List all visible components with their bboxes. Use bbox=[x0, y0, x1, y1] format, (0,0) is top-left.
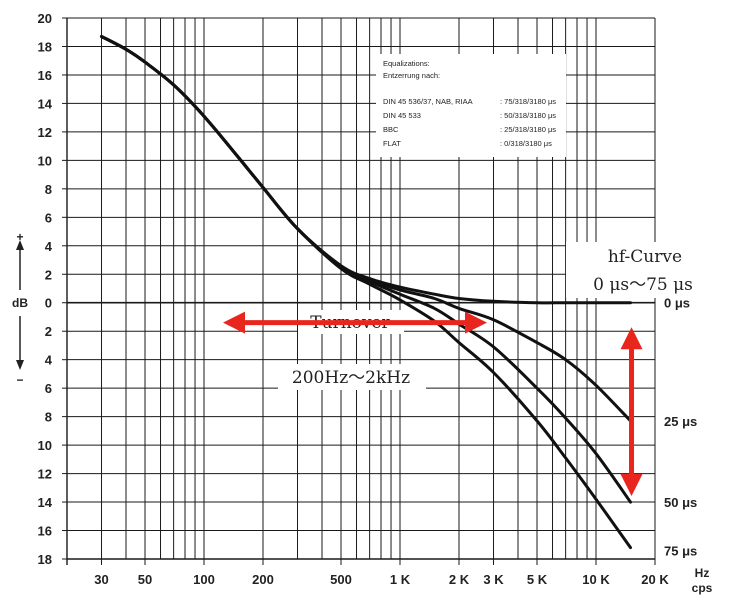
x-tick-label: 1 K bbox=[390, 572, 411, 587]
y-tick-label: 6 bbox=[45, 210, 52, 225]
y-tick-label: 20 bbox=[38, 11, 52, 26]
y-up-arrow-head bbox=[16, 240, 24, 250]
y-tick-label: 16 bbox=[38, 524, 52, 539]
x-axis-label-hz: Hz bbox=[695, 566, 710, 580]
legend-title-en: Equalizations: bbox=[383, 59, 430, 68]
hf-annotation-range: 0 μs～75 μs bbox=[593, 275, 693, 295]
y-tick-label: 8 bbox=[45, 182, 52, 197]
x-axis-title-group: Hz cps bbox=[692, 566, 713, 595]
legend-row-name: DIN 45 533 bbox=[383, 111, 421, 120]
legend-row-name: FLAT bbox=[383, 139, 401, 148]
legend-title-de: Entzerrung nach: bbox=[383, 71, 440, 80]
y-tick-label: 10 bbox=[38, 438, 52, 453]
hf-arrow-bottom-head bbox=[620, 474, 643, 497]
legend-row-value: : 75/318/3180 μs bbox=[500, 97, 556, 106]
legend: Equalizations: Entzerrung nach: DIN 45 5… bbox=[376, 54, 566, 157]
turnover-range-background bbox=[278, 364, 426, 390]
legend-row-value: : 0/318/3180 μs bbox=[500, 139, 552, 148]
grid bbox=[66, 17, 656, 565]
hf-arrow-top-head bbox=[620, 327, 643, 350]
x-tick-label: 20 K bbox=[641, 572, 669, 587]
turnover-range: 200Hz～2kHz bbox=[292, 368, 410, 388]
legend-row-name: DIN 45 536/37, NAB, RIAA bbox=[383, 97, 473, 106]
legend-row-value: : 50/318/3180 μs bbox=[500, 111, 556, 120]
x-tick-label: 200 bbox=[252, 572, 274, 587]
y-down-arrow-head bbox=[16, 360, 24, 370]
curve-labels: 0 μs 25 μs 50 μs 75 μs bbox=[664, 296, 697, 559]
y-tick-label: 12 bbox=[38, 467, 52, 482]
x-tick-label: 500 bbox=[330, 572, 352, 587]
curves bbox=[100, 35, 632, 550]
x-tick-label: 2 K bbox=[449, 572, 470, 587]
legend-row-name: BBC bbox=[383, 125, 399, 134]
turnover-arrow-right-head bbox=[465, 311, 487, 334]
turnover-annotation: Turnover 200Hz～2kHz bbox=[278, 310, 426, 390]
y-tick-label: 16 bbox=[38, 68, 52, 83]
y-tick-label: 4 bbox=[45, 353, 53, 368]
hf-annotation-title: hf-Curve bbox=[608, 247, 682, 267]
curve-end-label: 25 μs bbox=[664, 414, 697, 429]
y-axis-label: dB bbox=[12, 296, 28, 310]
curve-end-label: 50 μs bbox=[664, 495, 697, 510]
turnover-arrow-left-head bbox=[223, 311, 245, 334]
legend-row-value: : 25/318/3180 μs bbox=[500, 125, 556, 134]
hf-annotation-background bbox=[566, 242, 720, 298]
x-tick-label: 10 K bbox=[582, 572, 610, 587]
legend-background bbox=[376, 54, 566, 157]
y-tick-label: 14 bbox=[38, 96, 53, 111]
x-tick-label: 30 bbox=[94, 572, 108, 587]
y-tick-label: 12 bbox=[38, 125, 52, 140]
y-tick-label: 10 bbox=[38, 153, 52, 168]
curve-end-label: 0 μs bbox=[664, 296, 690, 311]
x-tick-label: 3 K bbox=[483, 572, 504, 587]
y-tick-label: 4 bbox=[45, 239, 53, 254]
y-tick-label: 8 bbox=[45, 410, 52, 425]
y-tick-label: 2 bbox=[45, 324, 52, 339]
hf-annotation: hf-Curve 0 μs～75 μs bbox=[566, 242, 720, 298]
y-plus-sign: + bbox=[16, 230, 23, 244]
y-tick-label: 0 bbox=[45, 296, 52, 311]
curve-end-label: 75 μs bbox=[664, 543, 697, 558]
y-tick-label: 6 bbox=[45, 381, 52, 396]
annotation-arrows bbox=[223, 311, 643, 497]
y-axis-title-group: + dB − bbox=[12, 230, 28, 387]
y-tick-label: 2 bbox=[45, 267, 52, 282]
x-tick-label: 50 bbox=[138, 572, 152, 587]
x-tick-label: 5 K bbox=[527, 572, 548, 587]
y-minus-sign: − bbox=[16, 373, 23, 387]
eq-curve-line bbox=[100, 35, 632, 550]
y-tick-label: 18 bbox=[38, 552, 52, 567]
x-axis-label-cps: cps bbox=[692, 581, 713, 595]
y-tick-label: 18 bbox=[38, 39, 52, 54]
y-tick-label: 14 bbox=[38, 495, 53, 510]
x-tick-label: 100 bbox=[193, 572, 215, 587]
